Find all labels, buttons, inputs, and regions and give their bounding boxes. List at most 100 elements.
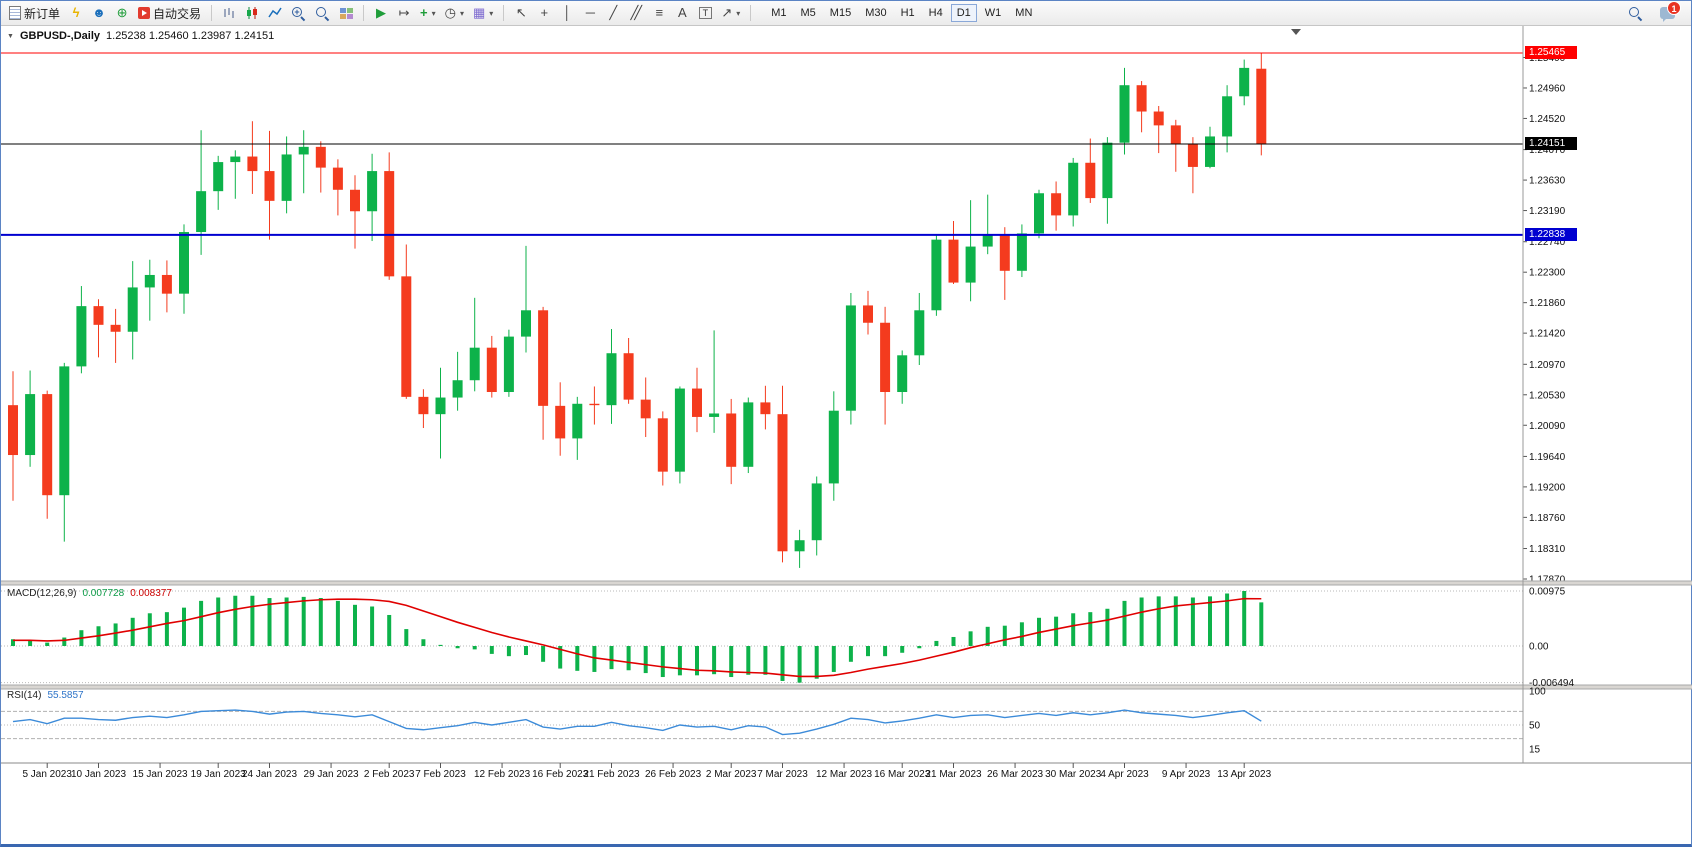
chart-shift-icon: ↦ xyxy=(398,5,410,20)
timeframe-m30[interactable]: M30 xyxy=(865,7,887,19)
svg-text:2 Mar 2023: 2 Mar 2023 xyxy=(706,769,757,780)
horizontal-line-button[interactable]: ─ xyxy=(579,3,601,23)
cursor-icon: ↖ xyxy=(515,5,527,20)
svg-text:1.24070: 1.24070 xyxy=(1529,145,1566,156)
chart-symbol-period: GBPUSD-,Daily xyxy=(19,30,101,42)
candlestick-series xyxy=(8,53,1267,568)
periods-button[interactable]: ◷ ▾ xyxy=(441,3,468,23)
timeframe-w1[interactable]: W1 xyxy=(984,7,1002,19)
zoom-out-button[interactable] xyxy=(311,3,334,23)
market-button[interactable]: ⊕ xyxy=(111,3,133,23)
arrows-button[interactable]: ↗ ▾ xyxy=(717,3,744,23)
zoom-in-button[interactable]: + xyxy=(287,3,310,23)
bar-chart-mode-button[interactable] xyxy=(218,3,240,23)
timeframe-d1[interactable]: D1 xyxy=(950,4,977,22)
globe-icon: ⊕ xyxy=(116,5,128,20)
svg-text:1.23630: 1.23630 xyxy=(1529,176,1566,187)
crosshair-tool-button[interactable]: + xyxy=(533,3,555,23)
candlestick-icon xyxy=(247,7,258,19)
macd-label: MACD(12,26,9) xyxy=(7,588,77,599)
timeframe-m1[interactable]: M1 xyxy=(771,7,787,19)
text-tool-button[interactable]: A xyxy=(671,3,693,23)
svg-text:7 Feb 2023: 7 Feb 2023 xyxy=(415,769,466,780)
toolbar-right-group: 1 xyxy=(1624,1,1687,23)
timeframe-m15[interactable]: M15 xyxy=(829,7,852,19)
vertical-line-icon: │ xyxy=(563,5,572,20)
chevron-down-icon: ▾ xyxy=(459,8,464,18)
symbol-dropdown-icon[interactable]: ▼ xyxy=(7,32,14,40)
svg-text:1.24960: 1.24960 xyxy=(1529,83,1566,94)
metaeditor-button[interactable]: ϟ xyxy=(65,3,87,23)
crosshair-icon: + xyxy=(540,5,549,20)
svg-text:1.20530: 1.20530 xyxy=(1529,390,1566,401)
svg-text:4 Apr 2023: 4 Apr 2023 xyxy=(1100,769,1149,780)
svg-text:21 Mar 2023: 21 Mar 2023 xyxy=(925,769,982,780)
svg-text:1.18310: 1.18310 xyxy=(1529,544,1566,555)
candlestick-mode-button[interactable] xyxy=(241,3,263,23)
svg-text:19 Jan 2023: 19 Jan 2023 xyxy=(191,769,246,780)
indicators-plus-icon: + xyxy=(420,5,428,20)
svg-text:1.20090: 1.20090 xyxy=(1529,421,1566,432)
tile-windows-button[interactable] xyxy=(335,3,357,23)
line-chart-mode-button[interactable] xyxy=(264,3,286,23)
toolbar-separator xyxy=(211,5,213,21)
rsi-label: RSI(14) xyxy=(7,690,42,701)
fibonacci-icon: ≡ xyxy=(655,5,664,20)
toolbar: 新订单 ϟ ☻ ⊕ 自动交易 + ▶ ↦ + ▾ ◷ ▾ ▦ ▾ ↖ + │ ─ xyxy=(1,1,1691,26)
chevron-down-icon: ▾ xyxy=(736,8,741,18)
clock-icon: ◷ xyxy=(444,5,456,20)
channel-button[interactable]: ╱╱ xyxy=(625,3,647,23)
fibonacci-button[interactable]: ≡ xyxy=(648,3,670,23)
price-badge-current: 1.24151 xyxy=(1525,137,1577,150)
indicators-button[interactable]: + ▾ xyxy=(416,3,440,23)
autotrading-button[interactable]: 自动交易 xyxy=(134,3,205,23)
svg-text:1.17870: 1.17870 xyxy=(1529,574,1566,585)
svg-text:10 Jan 2023: 10 Jan 2023 xyxy=(71,769,126,780)
svg-text:1.19640: 1.19640 xyxy=(1529,452,1566,463)
horizontal-price-lines xyxy=(1,52,1523,236)
new-order-button[interactable]: 新订单 xyxy=(5,3,64,23)
timeframe-h4[interactable]: H4 xyxy=(928,7,943,19)
trendline-icon: ╱ xyxy=(609,5,618,20)
autotrading-status-icon xyxy=(138,7,151,19)
cursor-tool-button[interactable]: ↖ xyxy=(510,3,532,23)
svg-text:30 Mar 2023: 30 Mar 2023 xyxy=(1045,769,1102,780)
chart-shift-marker xyxy=(1291,29,1301,35)
search-button[interactable] xyxy=(1624,3,1647,23)
text-icon: A xyxy=(677,5,687,20)
timeframe-group: M1 M5 M15 M30 H1 H4 D1 W1 MN xyxy=(765,4,1038,22)
auto-scroll-button[interactable]: ▶ xyxy=(370,3,392,23)
chart-canvas[interactable]: 1.254001.249601.245201.240701.236301.231… xyxy=(1,25,1692,848)
template-icon: ▦ xyxy=(473,5,486,20)
arrow-icon: ↗ xyxy=(721,5,733,20)
vertical-line-button[interactable]: │ xyxy=(556,3,578,23)
svg-text:1.21860: 1.21860 xyxy=(1529,298,1566,309)
svg-text:12 Mar 2023: 12 Mar 2023 xyxy=(816,769,873,780)
chart-ohlc-values: 1.25238 1.25460 1.23987 1.24151 xyxy=(106,30,275,42)
gridlines xyxy=(1,590,1523,740)
timeframe-mn[interactable]: MN xyxy=(1015,7,1033,19)
svg-text:-0.006494: -0.006494 xyxy=(1529,678,1574,689)
trendline-button[interactable]: ╱ xyxy=(602,3,624,23)
timeframe-h1[interactable]: H1 xyxy=(900,7,915,19)
chart-shift-button[interactable]: ↦ xyxy=(393,3,415,23)
timeframe-m5[interactable]: M5 xyxy=(800,7,816,19)
chevron-down-icon: ▾ xyxy=(489,8,494,18)
rsi-line xyxy=(12,709,1262,736)
text-label-button[interactable]: T xyxy=(694,3,716,23)
indicator-series xyxy=(11,591,1264,736)
templates-button[interactable]: ▦ ▾ xyxy=(469,3,497,23)
lightning-icon: ϟ xyxy=(72,5,80,20)
person-icon: ☻ xyxy=(92,5,106,20)
bar-chart-icon xyxy=(224,8,234,18)
tile-windows-icon xyxy=(339,7,353,19)
toolbar-separator xyxy=(750,5,752,21)
svg-text:1.24520: 1.24520 xyxy=(1529,114,1566,125)
svg-text:21 Feb 2023: 21 Feb 2023 xyxy=(583,769,640,780)
svg-text:1.20970: 1.20970 xyxy=(1529,360,1566,371)
mql5-community-button[interactable]: ☻ xyxy=(88,3,110,23)
channel-icon: ╱╱ xyxy=(630,5,642,20)
notifications-button[interactable]: 1 xyxy=(1653,1,1681,23)
autotrading-label: 自动交易 xyxy=(153,6,202,21)
